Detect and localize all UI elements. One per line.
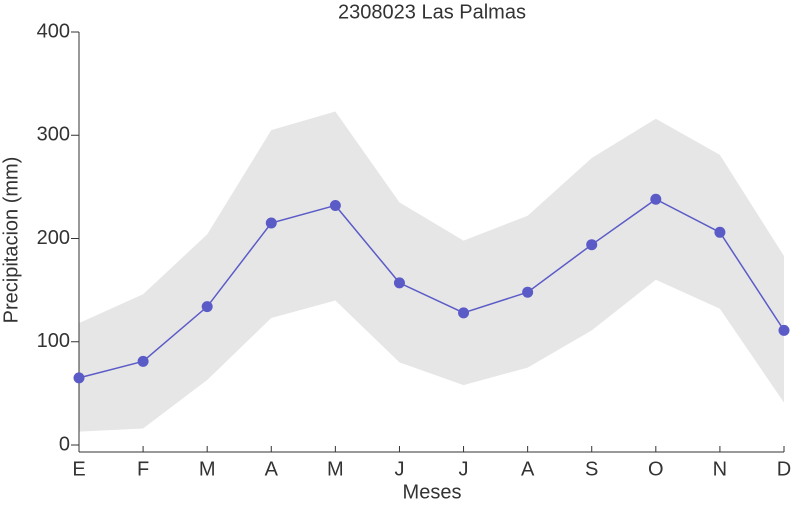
data-point xyxy=(393,277,405,289)
data-point xyxy=(522,286,534,298)
data-point xyxy=(650,193,662,205)
data-point xyxy=(73,372,85,384)
data-point xyxy=(329,199,341,211)
data-point xyxy=(201,301,213,313)
y-tick-label: 300 xyxy=(37,124,70,146)
x-tick-label: S xyxy=(585,458,598,480)
data-point xyxy=(458,307,470,319)
data-line xyxy=(78,198,785,379)
y-tick-label: 400 xyxy=(37,20,70,42)
y-tick-label: 100 xyxy=(37,330,70,352)
x-tick-label: O xyxy=(648,458,664,480)
x-tick-label: J xyxy=(394,458,404,480)
x-tick-label: J xyxy=(459,458,469,480)
x-tick-label: F xyxy=(137,458,149,480)
x-tick-label: D xyxy=(777,458,791,480)
x-tick-label: A xyxy=(521,458,535,480)
y-tick-label: 200 xyxy=(37,227,70,249)
x-tick-label: A xyxy=(265,458,279,480)
range-band xyxy=(79,111,784,432)
x-tick-label: M xyxy=(199,458,216,480)
data-point xyxy=(137,355,149,367)
data-point xyxy=(586,239,598,251)
data-point xyxy=(778,324,790,336)
chart-title: 2308023 Las Palmas xyxy=(338,1,526,23)
x-tick-label: E xyxy=(72,458,85,480)
y-axis-label: Precipitacion (mm) xyxy=(0,157,22,324)
x-axis-label: Meses xyxy=(403,481,462,503)
data-point xyxy=(265,217,277,229)
y-tick-label: 0 xyxy=(59,433,70,455)
x-tick-label: M xyxy=(327,458,344,480)
x-tick-label: N xyxy=(713,458,727,480)
data-point xyxy=(714,226,726,238)
